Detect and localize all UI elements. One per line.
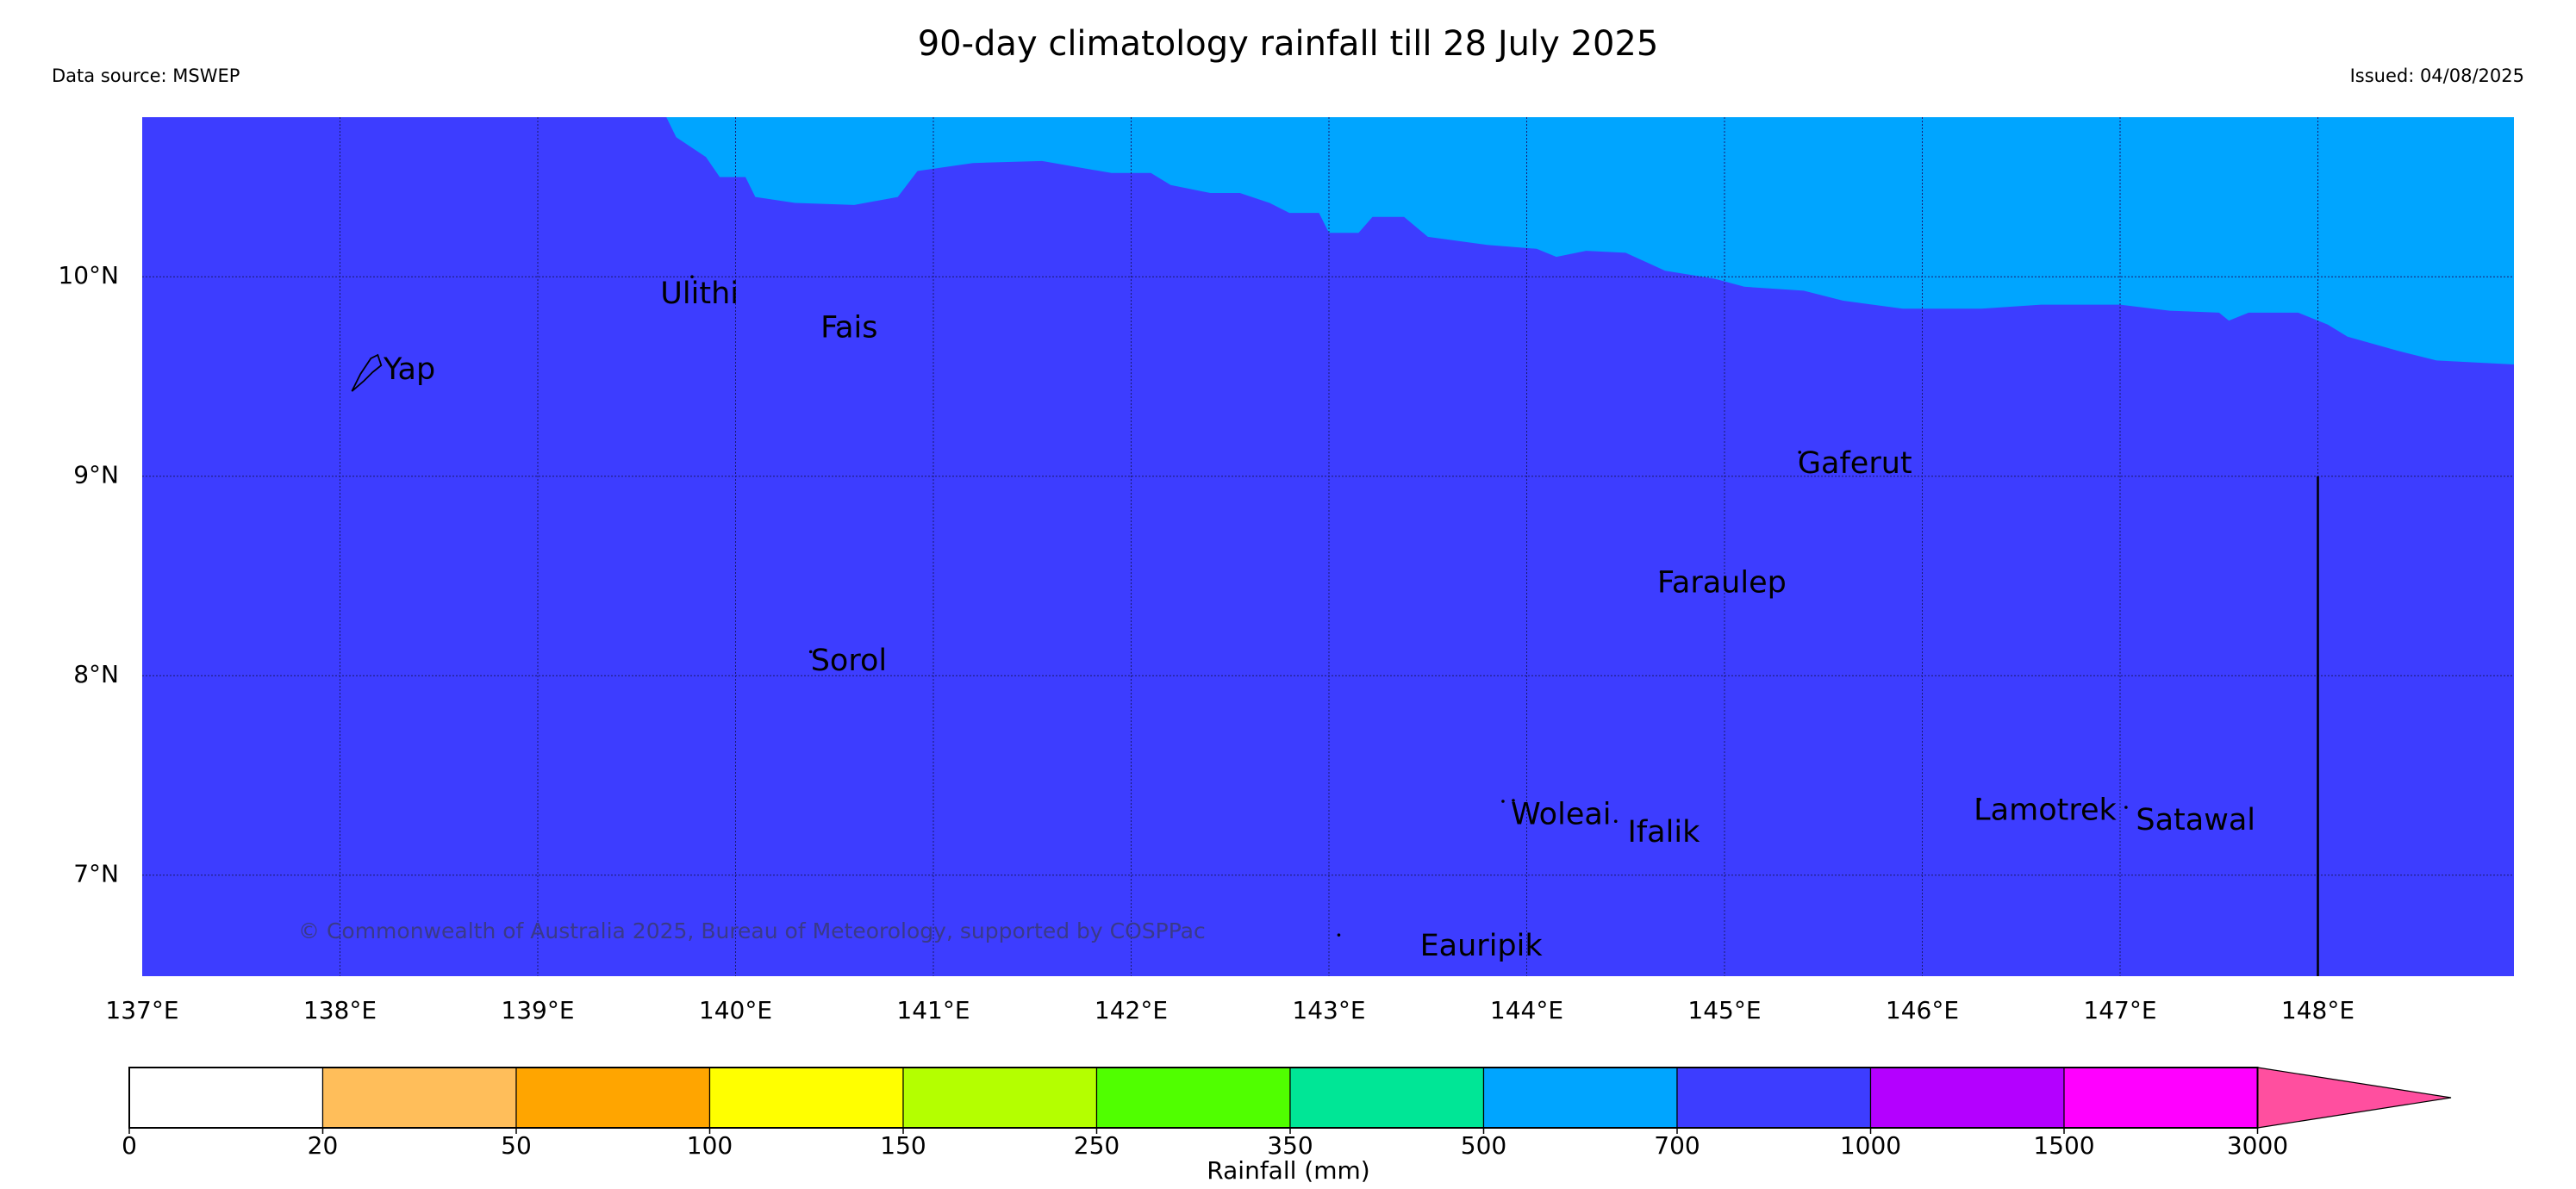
colorbar-tick-label: 50 [501,1131,532,1160]
colorbar-segment [2063,1067,2259,1129]
longitude-label: 148°E [2281,996,2355,1024]
latitude-label: 8°N [73,660,119,688]
colorbar-extend-arrow [2256,1067,2452,1129]
colorbar-tick-label: 20 [308,1131,339,1160]
colorbar-segment [708,1067,904,1129]
islet-marker [1512,799,1515,802]
colorbar-segment [1482,1067,1678,1129]
colorbar-tick-label: 100 [687,1131,733,1160]
place-label-ulithi: Ulithi [660,277,739,311]
issued-date-label: Issued: 04/08/2025 [2349,65,2524,86]
place-label-woleai: Woleai [1511,797,1611,831]
longitude-label: 139°E [501,996,574,1024]
colorbar-segment [321,1067,517,1129]
place-label-gaferut: Gaferut [1798,446,1912,481]
colorbar-segment [128,1067,324,1129]
longitude-label: 142°E [1095,996,1168,1024]
yap-island-outline [351,353,383,392]
longitude-label: 145°E [1687,996,1761,1024]
longitude-label: 143°E [1292,996,1365,1024]
islet-marker [808,650,813,654]
islet-marker [1978,797,1981,801]
data-source-label: Data source: MSWEP [52,65,240,86]
colorbar-tick-label: 3000 [2227,1131,2288,1160]
place-label-faraulep: Faraulep [1657,566,1787,601]
map-area: Yap Ulithi Fais Gaferut Faraulep Sorol Woleai I… [142,117,2514,976]
colorbar-segment [902,1067,1098,1129]
copyright-notice: © Commonwealth of Australia 2025, Bureau… [298,918,1206,943]
colorbar-segment [515,1067,711,1129]
latitude-label: 9°N [73,461,119,489]
place-label-eauripik: Eauripik [1420,929,1544,963]
place-label-satawal: Satawal [2136,803,2255,837]
place-label-lamotrek: Lamotrek [1974,794,2117,828]
islet-marker [690,275,694,279]
colorbar-tick-label: 1500 [2033,1131,2094,1160]
islet-marker [1798,451,1802,454]
islet-marker [1659,570,1663,574]
islet-marker [1337,933,1341,937]
colorbar-title: Rainfall (mm) [1207,1156,1369,1185]
colorbar-segment [1869,1067,2065,1129]
colorbar-segment [1676,1067,1872,1129]
place-label-ifalik: Ifalik [1628,815,1701,850]
graticule [142,117,2514,976]
colorbar-tick-label: 0 [122,1131,137,1160]
colorbar-tick-label: 250 [1074,1131,1120,1160]
axis-labels: 10°N 9°N 8°N 7°N 137°E 138°E 139°E 140°E 141°E 14… [58,261,2355,1024]
longitude-label: 144°E [1490,996,1563,1024]
colorbar-segment [1289,1067,1485,1129]
map-title: 90-day climatology rainfall till 28 July… [917,24,1659,64]
colorbar-tick-label: 350 [1267,1131,1313,1160]
colorbar-outline [128,1067,2259,1129]
colorbar-tick-label: 1000 [1840,1131,1901,1160]
colorbar-tick-label: 500 [1461,1131,1506,1160]
rainfall-500-700-region [666,117,2514,364]
latitude-label: 10°N [58,261,119,289]
colorbar-tick-label: 150 [880,1131,926,1160]
place-label-yap: Yap [383,352,435,387]
longitude-label: 146°E [1886,996,1959,1024]
longitude-label: 138°E [303,996,377,1024]
islet-marker [2124,806,2128,809]
islet-marker [1501,800,1505,803]
longitude-label: 147°E [2083,996,2156,1024]
islet-marker [837,322,840,327]
colorbar-segment [1095,1067,1291,1129]
colorbar-tick-label: 700 [1654,1131,1700,1160]
latitude-label: 7°N [73,860,119,888]
islet-marker [1613,819,1618,823]
longitude-label: 137°E [105,996,178,1024]
place-label-fais: Fais [820,310,877,345]
longitude-label: 140°E [699,996,772,1024]
longitude-label: 141°E [896,996,970,1024]
colorbar-legend: 0 20 50 100 150 250 350 500 700 1000 1500 3000 Rainf… [122,1067,2452,1185]
place-label-sorol: Sorol [811,644,887,678]
